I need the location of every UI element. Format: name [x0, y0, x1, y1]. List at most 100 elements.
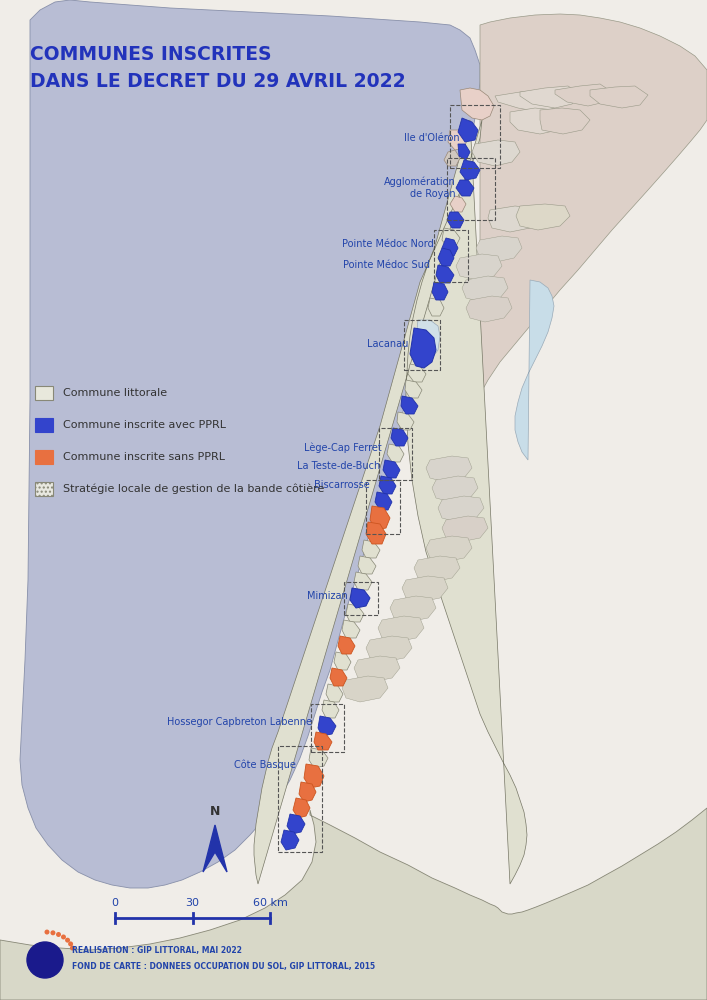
Polygon shape — [287, 814, 305, 834]
Polygon shape — [375, 492, 392, 510]
Circle shape — [56, 932, 61, 937]
Text: Commune inscrite sans PPRL: Commune inscrite sans PPRL — [63, 452, 225, 462]
Polygon shape — [458, 144, 470, 160]
Polygon shape — [309, 748, 328, 768]
Polygon shape — [350, 588, 370, 608]
Bar — [447, 158, 495, 220]
Bar — [366, 480, 400, 534]
Polygon shape — [334, 652, 351, 670]
Text: Pointe Médoc Nord: Pointe Médoc Nord — [342, 239, 434, 249]
Text: Côte Basque: Côte Basque — [234, 760, 296, 770]
Polygon shape — [370, 506, 390, 530]
Bar — [278, 746, 322, 852]
Polygon shape — [366, 636, 412, 662]
Polygon shape — [358, 556, 376, 574]
Text: FOND DE CARTE : DONNEES OCCUPATION DU SOL, GIP LITTORAL, 2015: FOND DE CARTE : DONNEES OCCUPATION DU SO… — [72, 962, 375, 970]
Polygon shape — [338, 636, 355, 654]
Polygon shape — [318, 716, 336, 736]
Polygon shape — [366, 522, 386, 544]
Bar — [404, 320, 440, 370]
Polygon shape — [20, 0, 480, 888]
Polygon shape — [416, 320, 440, 358]
Text: Hossegor Capbreton Labenne: Hossegor Capbreton Labenne — [167, 717, 312, 727]
Circle shape — [61, 934, 66, 939]
Polygon shape — [414, 556, 460, 582]
Polygon shape — [397, 412, 414, 430]
Text: Commune inscrite avec PPRL: Commune inscrite avec PPRL — [63, 420, 226, 430]
Polygon shape — [460, 88, 494, 120]
Text: Agglomération
de Royan: Agglomération de Royan — [384, 177, 456, 199]
Polygon shape — [299, 782, 316, 802]
Polygon shape — [516, 204, 570, 230]
Text: La Teste-de-Buch: La Teste-de-Buch — [297, 461, 380, 471]
Circle shape — [50, 930, 55, 935]
Polygon shape — [438, 248, 454, 266]
Polygon shape — [387, 444, 404, 462]
Polygon shape — [402, 576, 448, 602]
Text: Pointe Médoc Sud: Pointe Médoc Sud — [343, 260, 430, 270]
Polygon shape — [330, 668, 347, 686]
Text: N: N — [210, 805, 220, 818]
Text: Lège-Cap Ferret: Lège-Cap Ferret — [304, 443, 382, 453]
Polygon shape — [342, 620, 360, 638]
Circle shape — [65, 938, 70, 943]
Polygon shape — [428, 298, 444, 316]
Polygon shape — [466, 296, 512, 322]
Polygon shape — [304, 764, 324, 788]
Polygon shape — [456, 254, 502, 280]
Polygon shape — [436, 265, 454, 283]
Polygon shape — [426, 536, 472, 562]
Polygon shape — [378, 616, 424, 642]
Text: DANS LE DECRET DU 29 AVRIL 2022: DANS LE DECRET DU 29 AVRIL 2022 — [30, 72, 406, 91]
Polygon shape — [354, 572, 372, 590]
Polygon shape — [460, 160, 480, 180]
Polygon shape — [401, 396, 418, 414]
Polygon shape — [450, 196, 466, 212]
Polygon shape — [448, 130, 468, 150]
Text: Mimizan: Mimizan — [308, 591, 348, 601]
Polygon shape — [293, 798, 310, 818]
Polygon shape — [391, 428, 408, 446]
Text: Ile d'Oléron: Ile d'Oléron — [404, 133, 460, 143]
Polygon shape — [326, 684, 343, 702]
Polygon shape — [390, 596, 436, 622]
Polygon shape — [495, 90, 560, 112]
Bar — [35, 450, 53, 464]
Polygon shape — [540, 108, 590, 134]
Polygon shape — [203, 825, 227, 872]
Polygon shape — [456, 180, 474, 196]
Polygon shape — [520, 86, 580, 108]
Text: Stratégie locale de gestion de la bande côtière: Stratégie locale de gestion de la bande … — [63, 484, 325, 494]
Polygon shape — [432, 476, 478, 502]
Circle shape — [68, 941, 73, 946]
Text: 60 km: 60 km — [252, 898, 288, 908]
Bar — [450, 105, 500, 168]
Bar — [35, 482, 53, 496]
Circle shape — [45, 930, 49, 935]
Text: Commune littorale: Commune littorale — [63, 388, 167, 398]
Bar — [379, 428, 412, 480]
Polygon shape — [314, 732, 332, 750]
Bar — [311, 704, 344, 752]
Bar — [35, 386, 53, 400]
Polygon shape — [362, 540, 380, 558]
Polygon shape — [447, 212, 464, 228]
Polygon shape — [322, 700, 339, 718]
Text: REALISATION : GIP LITTORAL, MAI 2022: REALISATION : GIP LITTORAL, MAI 2022 — [72, 946, 242, 954]
Polygon shape — [354, 656, 400, 682]
Polygon shape — [590, 86, 648, 108]
Text: 30: 30 — [185, 898, 199, 908]
Polygon shape — [462, 276, 508, 302]
Polygon shape — [444, 150, 460, 166]
Circle shape — [70, 946, 75, 951]
Polygon shape — [488, 206, 540, 232]
Bar — [35, 418, 53, 432]
Polygon shape — [379, 476, 396, 494]
Polygon shape — [342, 676, 388, 702]
Bar — [434, 230, 468, 282]
Polygon shape — [510, 108, 565, 134]
Polygon shape — [476, 236, 522, 262]
Polygon shape — [458, 118, 478, 142]
Polygon shape — [410, 328, 436, 368]
Polygon shape — [442, 228, 460, 248]
